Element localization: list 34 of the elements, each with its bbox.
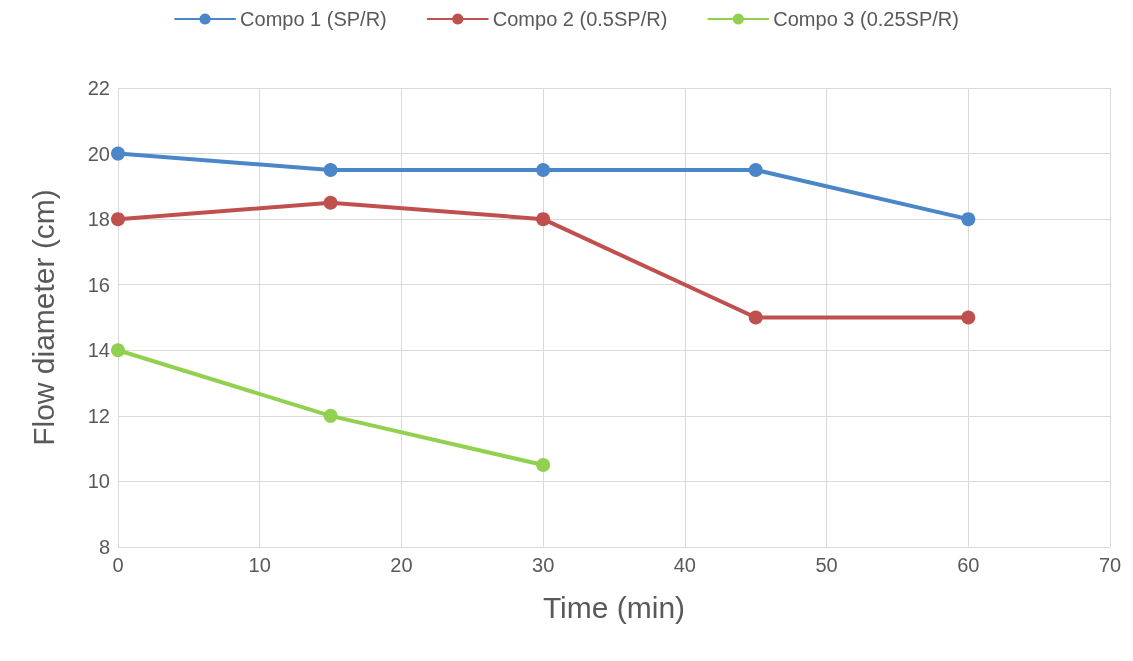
point [323, 408, 338, 423]
x-tick-label: 40 [673, 554, 696, 576]
y-tick-label: 12 [87, 404, 110, 427]
legend-label: Compo 1 (SP/R) [240, 8, 387, 30]
x-tick-label: 50 [815, 554, 838, 576]
x-axis-title: Time (min) [542, 590, 686, 624]
point [748, 310, 763, 325]
x-tick-label: 70 [1098, 554, 1122, 576]
point [536, 212, 551, 227]
point [748, 162, 763, 177]
point [323, 195, 338, 210]
point [111, 146, 125, 161]
y-axis-title: Flow diameter (cm) [26, 189, 60, 446]
x-tick-label: 20 [390, 554, 413, 576]
y-tick-label: 18 [87, 208, 110, 231]
point [323, 162, 338, 177]
y-tick-label: 20 [87, 142, 110, 165]
legend-label: Compo 3 (0.25SP/R) [773, 8, 959, 30]
legend-label: Compo 2 (0.5SP/R) [492, 8, 668, 30]
y-tick-label: 16 [87, 273, 110, 296]
point [111, 212, 125, 227]
x-tick-label: 30 [532, 554, 555, 576]
point [961, 310, 976, 325]
y-tick-label: 8 [98, 536, 110, 558]
point [536, 162, 551, 177]
x-tick-label: 60 [957, 554, 980, 576]
point [536, 458, 551, 473]
x-tick-label: 0 [112, 554, 124, 576]
point [961, 212, 976, 227]
y-tick-label: 22 [87, 77, 110, 99]
y-tick-label: 14 [87, 339, 110, 362]
point [111, 343, 125, 358]
x-tick-label: 10 [248, 554, 271, 576]
y-tick-label: 10 [87, 470, 110, 493]
